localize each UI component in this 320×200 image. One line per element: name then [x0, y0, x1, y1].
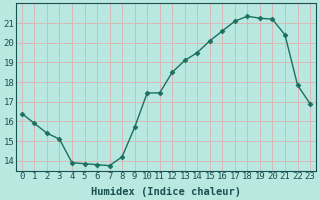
X-axis label: Humidex (Indice chaleur): Humidex (Indice chaleur)	[91, 186, 241, 197]
